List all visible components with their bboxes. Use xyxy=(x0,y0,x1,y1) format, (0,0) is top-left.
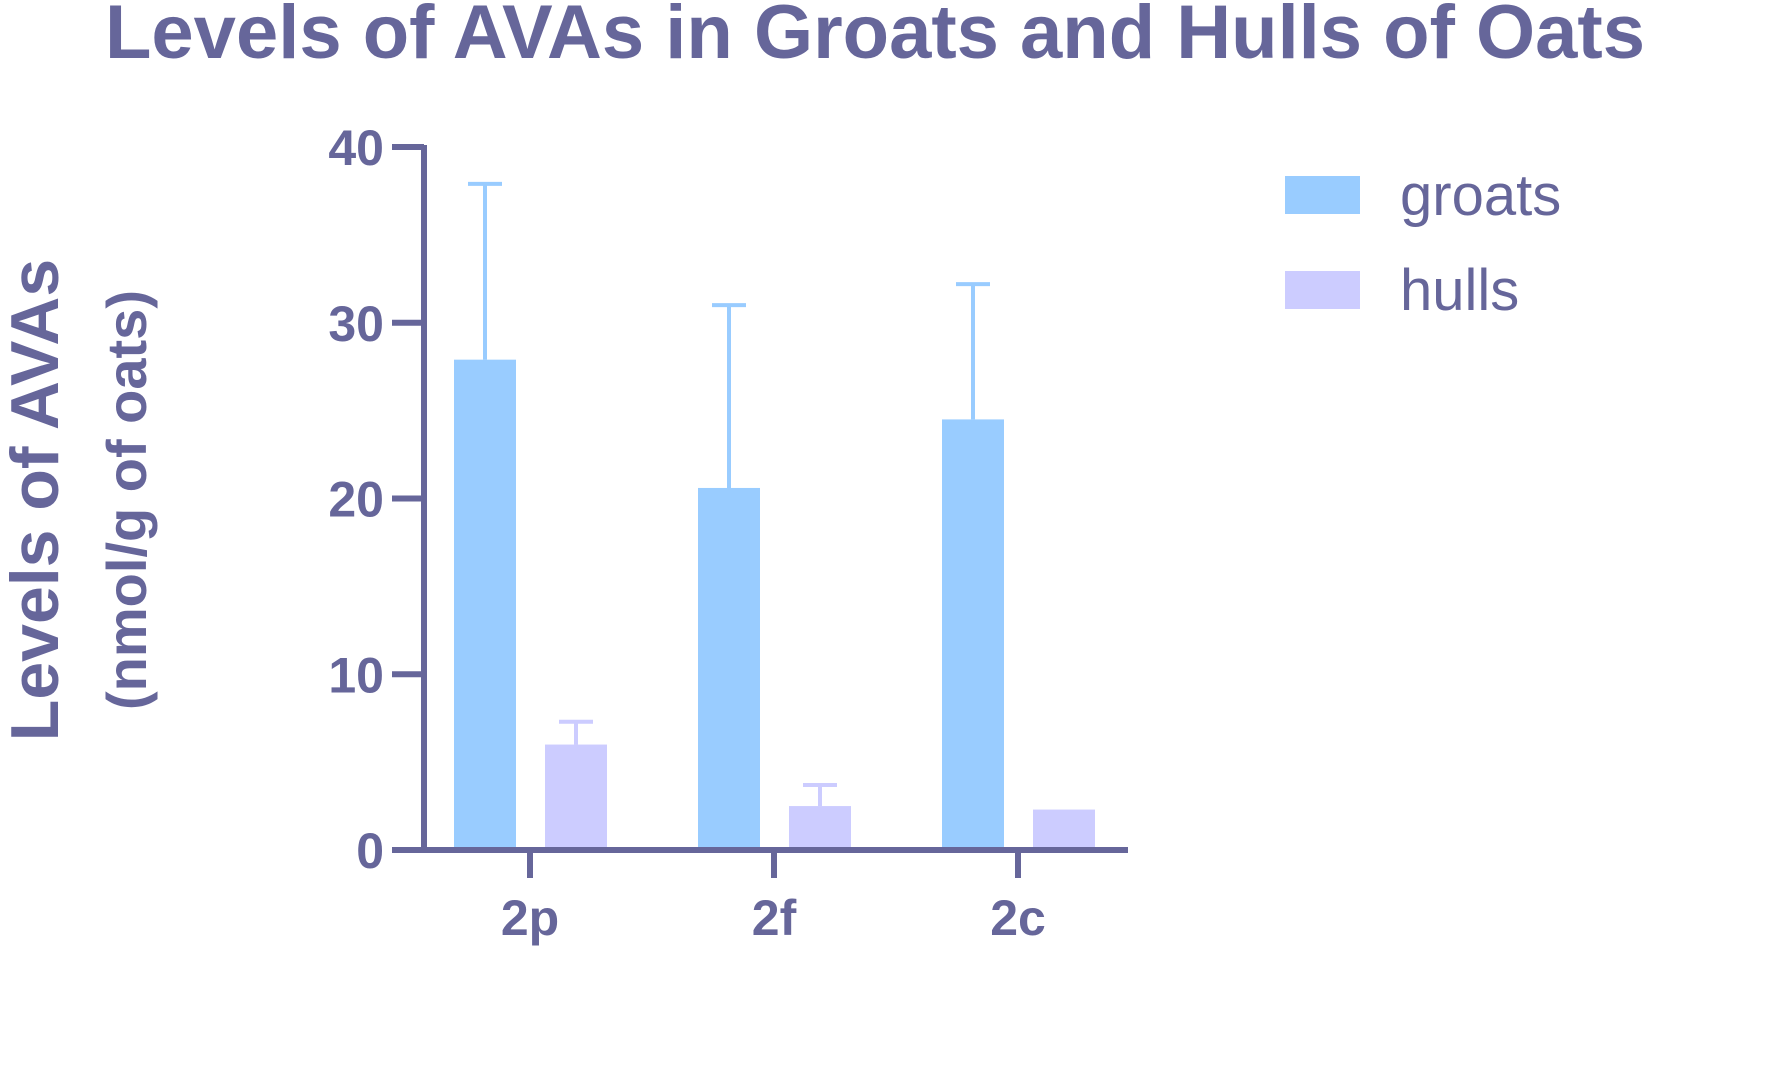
legend-label-hulls: hulls xyxy=(1400,258,1519,323)
y-tick-label: 10 xyxy=(328,647,384,703)
y-tick-label: 0 xyxy=(356,823,384,879)
axes: 0 10 20 30 40 2p 2f 2c xyxy=(328,120,1128,946)
y-tick-label: 30 xyxy=(328,296,384,352)
y-axis-label: Levels of AVAs xyxy=(0,259,73,741)
legend-swatch-hulls xyxy=(1285,271,1360,309)
y-axis-label-group: Levels of AVAs (nmol/g of oats) xyxy=(0,259,158,741)
legend-label-groats: groats xyxy=(1400,163,1561,228)
chart-title: Levels of AVAs in Groats and Hulls of Oa… xyxy=(105,0,1645,75)
legend: groats hulls xyxy=(1285,163,1561,323)
bar-groats-2p xyxy=(454,359,516,847)
x-tick-label: 2p xyxy=(501,890,559,946)
y-tick-label: 20 xyxy=(328,472,384,528)
bar-groats-2c xyxy=(942,419,1004,847)
y-axis-units-label: (nmol/g of oats) xyxy=(95,290,158,710)
x-tick-label: 2c xyxy=(990,890,1046,946)
bars xyxy=(454,359,1095,847)
bar-groats-2f xyxy=(698,487,760,847)
bar-hulls-2p xyxy=(545,744,607,847)
bar-hulls-2c xyxy=(1033,809,1095,847)
y-tick-label: 40 xyxy=(328,120,384,176)
legend-swatch-groats xyxy=(1285,176,1360,214)
x-tick-label: 2f xyxy=(752,890,797,946)
bar-hulls-2f xyxy=(789,806,851,847)
error-bars xyxy=(468,181,990,807)
